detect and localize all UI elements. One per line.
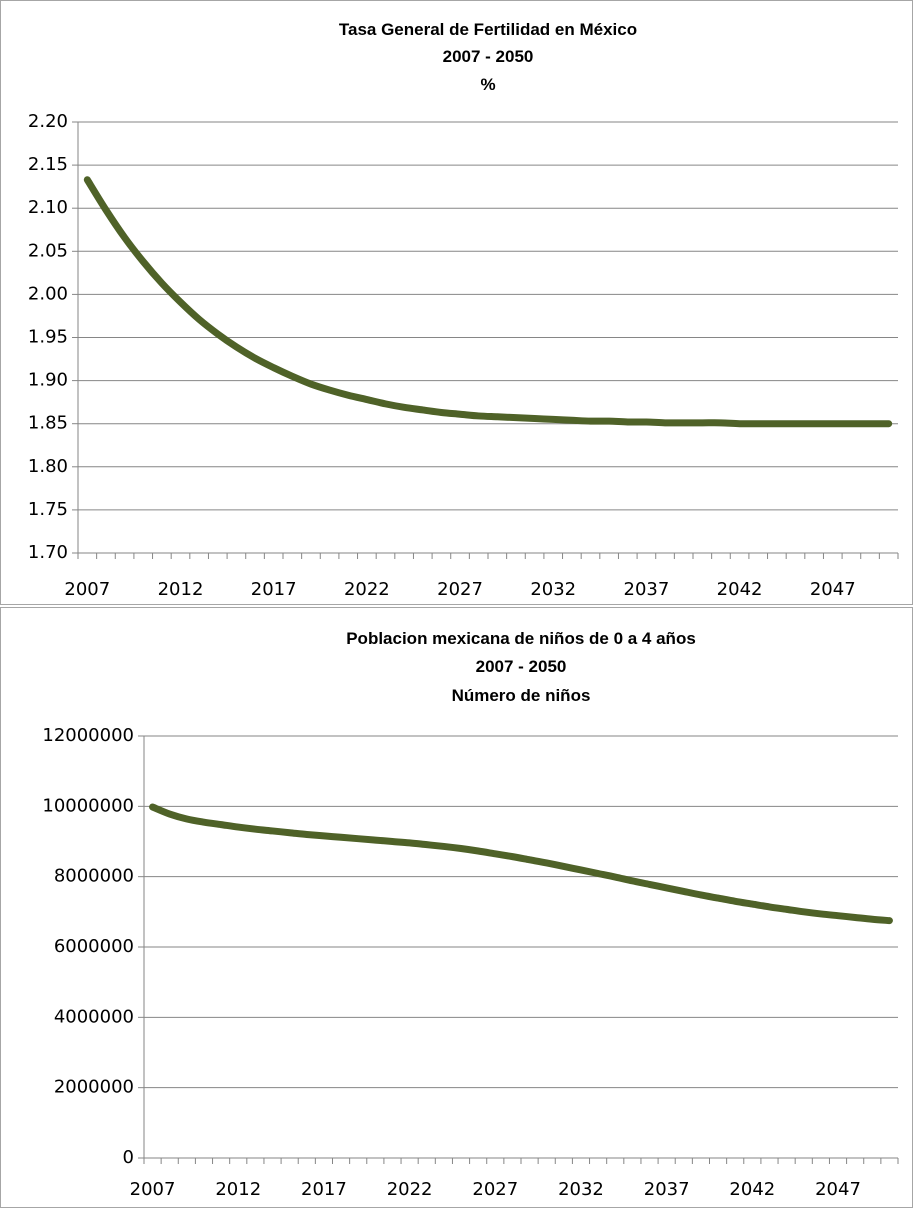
- y-tick-label: 1.80: [28, 456, 68, 477]
- y-tick-label: 2.15: [28, 154, 68, 175]
- x-tick-label: 2017: [301, 1179, 347, 1200]
- y-tick-label: 2.10: [28, 197, 68, 218]
- chart-title-line: 2007 - 2050: [443, 47, 534, 66]
- y-tick-label: 1.90: [28, 370, 68, 391]
- chart-title-line: Poblacion mexicana de niños de 0 a 4 año…: [346, 629, 696, 648]
- x-tick-label: 2037: [624, 579, 670, 600]
- y-tick-label: 2.00: [28, 283, 68, 304]
- x-tick-label: 2022: [387, 1179, 433, 1200]
- y-tick-label: 6000000: [54, 936, 134, 957]
- fertility-chart-panel: Tasa General de Fertilidad en México 2007…: [0, 0, 913, 605]
- x-tick-label: 2027: [437, 579, 483, 600]
- series-line: [83, 176, 893, 428]
- x-tick-label: 2027: [472, 1179, 518, 1200]
- x-tick-label: 2022: [344, 579, 390, 600]
- children-population-chart-panel: Poblacion mexicana de niños de 0 a 4 año…: [0, 607, 913, 1208]
- chart-title-line: Número de niños: [452, 686, 591, 705]
- y-tick-label: 1.95: [28, 327, 68, 348]
- y-tick-label: 2000000: [54, 1077, 134, 1098]
- x-tick-label: 2037: [644, 1179, 690, 1200]
- x-tick-label: 2012: [215, 1179, 261, 1200]
- x-tick-label: 2032: [530, 579, 576, 600]
- x-tick-label: 2032: [558, 1179, 604, 1200]
- y-tick-label: 12000000: [42, 725, 134, 746]
- fertility-chart: Tasa General de Fertilidad en México 2007…: [28, 20, 899, 600]
- chart-title-line: %: [480, 75, 495, 94]
- x-tick-label: 2017: [251, 579, 297, 600]
- y-tick-label: 8000000: [54, 866, 134, 887]
- y-tick-label: 1.70: [28, 542, 68, 563]
- chart-title-line: Tasa General de Fertilidad en México: [339, 20, 637, 39]
- y-tick-label: 2.20: [28, 111, 68, 132]
- chart-title-line: 2007 - 2050: [476, 657, 567, 676]
- y-tick-label: 0: [123, 1147, 134, 1168]
- x-tick-label: 2047: [815, 1179, 861, 1200]
- x-tick-label: 2012: [158, 579, 204, 600]
- x-tick-label: 2042: [717, 579, 763, 600]
- x-tick-label: 2007: [130, 1179, 176, 1200]
- x-tick-label: 2007: [64, 579, 110, 600]
- series-line: [149, 803, 893, 925]
- y-tick-label: 10000000: [42, 795, 134, 816]
- x-tick-label: 2042: [729, 1179, 775, 1200]
- y-tick-label: 4000000: [54, 1006, 134, 1027]
- children-population-chart: Poblacion mexicana de niños de 0 a 4 año…: [42, 629, 899, 1200]
- y-tick-label: 1.75: [28, 499, 68, 520]
- y-tick-label: 2.05: [28, 240, 68, 261]
- x-tick-label: 2047: [810, 579, 856, 600]
- y-tick-label: 1.85: [28, 413, 68, 434]
